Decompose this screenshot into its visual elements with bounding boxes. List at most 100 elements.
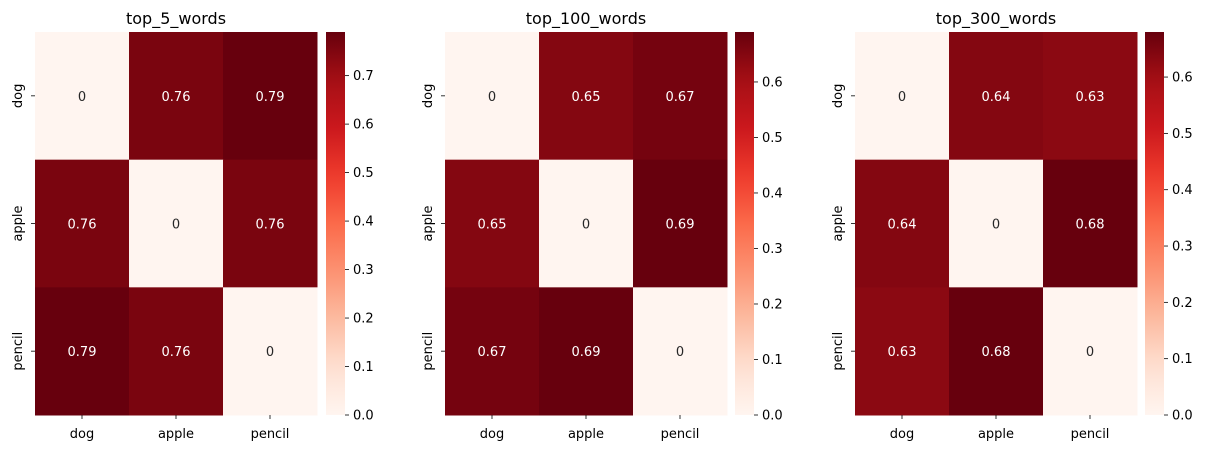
heatmap-cell bbox=[35, 159, 130, 288]
colorbar-tick-label: 0.2 bbox=[353, 312, 374, 327]
cell-value-label: 0.65 bbox=[572, 90, 601, 105]
colorbar-tick-label: 0.5 bbox=[1172, 127, 1193, 142]
heatmap-panel-1: top_5_words 0 0.76 0.79 0.76 0 0.76 0.79 0.76 0 do… bbox=[11, 9, 374, 442]
colorbar-tick-label: 0.4 bbox=[353, 215, 374, 230]
cell-value-label: 0 bbox=[488, 90, 496, 105]
heatmap-cell bbox=[949, 159, 1044, 288]
colorbar-tick-label: 0.1 bbox=[762, 353, 783, 368]
cell-value-label: 0 bbox=[992, 218, 1000, 233]
cell-value-label: 0.67 bbox=[478, 345, 507, 360]
heatmap-cell bbox=[129, 159, 224, 288]
cell-value-label: 0.68 bbox=[1076, 218, 1105, 233]
heatmap-cell bbox=[1043, 159, 1138, 288]
cell-value-label: 0.69 bbox=[666, 218, 695, 233]
colorbar-tick-label: 0.2 bbox=[762, 297, 783, 312]
cell-value-label: 0.76 bbox=[68, 218, 97, 233]
cell-value-label: 0 bbox=[898, 90, 906, 105]
panel-title: top_300_words bbox=[936, 9, 1056, 29]
colorbar-tick-label: 0.6 bbox=[353, 118, 374, 133]
x-tick-label: apple bbox=[978, 427, 1014, 442]
cell-value-label: 0.64 bbox=[982, 90, 1011, 105]
heatmap-cell bbox=[129, 287, 224, 416]
cell-value-label: 0 bbox=[582, 218, 590, 233]
heatmap-cell bbox=[855, 159, 950, 288]
colorbar-tick-label: 0.1 bbox=[353, 360, 374, 375]
heatmap-cell bbox=[633, 32, 728, 161]
colorbar-tick-label: 0.0 bbox=[762, 409, 783, 424]
cell-value-label: 0.63 bbox=[888, 345, 917, 360]
heatmap-cell bbox=[539, 159, 634, 288]
colorbar-tick-label: 0.6 bbox=[1172, 71, 1193, 86]
heatmap-panel-3: top_300_words 0 0.64 0.63 0.64 0 0.68 0.63 0.68 0… bbox=[831, 9, 1193, 442]
cell-value-label: 0.67 bbox=[666, 90, 695, 105]
x-tick-label: dog bbox=[890, 427, 914, 442]
colorbar-tick-label: 0.6 bbox=[762, 75, 783, 90]
heatmap-cell bbox=[445, 32, 540, 161]
cell-value-label: 0 bbox=[676, 345, 684, 360]
colorbar-tick-label: 0.5 bbox=[353, 166, 374, 181]
cell-value-label: 0.76 bbox=[162, 90, 191, 105]
heatmap-cell bbox=[1043, 32, 1138, 161]
heatmap-cell bbox=[949, 32, 1044, 161]
x-tick-label: apple bbox=[568, 427, 604, 442]
heatmap-cell bbox=[855, 287, 950, 416]
heatmap-cell bbox=[633, 287, 728, 416]
x-tick-label: pencil bbox=[661, 427, 700, 442]
heatmap-cell bbox=[539, 32, 634, 161]
heatmap-cell bbox=[539, 287, 634, 416]
cell-value-label: 0 bbox=[266, 345, 274, 360]
panel-title: top_100_words bbox=[526, 9, 646, 29]
panel-title: top_5_words bbox=[126, 9, 226, 29]
colorbar-tick-label: 0.0 bbox=[353, 409, 374, 424]
cell-value-label: 0.79 bbox=[256, 90, 285, 105]
y-tick-label: dog bbox=[831, 84, 846, 108]
y-tick-label: apple bbox=[831, 205, 846, 241]
heatmap-cell bbox=[223, 32, 318, 161]
heatmap-cell bbox=[1043, 287, 1138, 416]
y-tick-label: pencil bbox=[421, 332, 436, 371]
y-tick-label: dog bbox=[11, 84, 26, 108]
colorbar-tick-label: 0.3 bbox=[1172, 240, 1193, 255]
colorbar-tick-label: 0.3 bbox=[353, 263, 374, 278]
heatmap-cell bbox=[35, 287, 130, 416]
cell-value-label: 0.65 bbox=[478, 218, 507, 233]
heatmap-cell bbox=[445, 287, 540, 416]
cell-value-label: 0.68 bbox=[982, 345, 1011, 360]
heatmap-cell bbox=[855, 32, 950, 161]
y-tick-label: pencil bbox=[831, 332, 846, 371]
colorbar-tick-label: 0.4 bbox=[762, 186, 783, 201]
colorbar-tick-label: 0.3 bbox=[762, 242, 783, 257]
heatmap-cell bbox=[949, 287, 1044, 416]
heatmap-cell bbox=[445, 159, 540, 288]
cell-value-label: 0.69 bbox=[572, 345, 601, 360]
cell-value-label: 0.76 bbox=[162, 345, 191, 360]
y-tick-label: apple bbox=[11, 205, 26, 241]
heatmap-cell bbox=[223, 287, 318, 416]
cell-value-label: 0.76 bbox=[256, 218, 285, 233]
heatmap-cell bbox=[35, 32, 130, 161]
heatmap-panel-2: top_100_words 0 0.65 0.67 0.65 0 0.69 0.67 0.69 0… bbox=[421, 9, 783, 442]
colorbar-tick-label: 0.2 bbox=[1172, 296, 1193, 311]
cell-value-label: 0.63 bbox=[1076, 90, 1105, 105]
heatmap-cell bbox=[223, 159, 318, 288]
x-tick-label: pencil bbox=[1071, 427, 1110, 442]
x-tick-label: dog bbox=[480, 427, 504, 442]
y-tick-label: pencil bbox=[11, 332, 26, 371]
cell-value-label: 0.79 bbox=[68, 345, 97, 360]
y-tick-label: dog bbox=[421, 84, 436, 108]
cell-value-label: 0.64 bbox=[888, 218, 917, 233]
cell-value-label: 0 bbox=[172, 218, 180, 233]
colorbar-tick-label: 0.5 bbox=[762, 131, 783, 146]
colorbar bbox=[735, 32, 754, 415]
x-tick-label: pencil bbox=[251, 427, 290, 442]
colorbar-tick-label: 0.4 bbox=[1172, 183, 1193, 198]
cell-value-label: 0 bbox=[78, 90, 86, 105]
heatmap-cell bbox=[633, 159, 728, 288]
x-tick-label: apple bbox=[158, 427, 194, 442]
colorbar-tick-label: 0.1 bbox=[1172, 352, 1193, 367]
colorbar bbox=[326, 32, 345, 415]
colorbar-tick-label: 0.0 bbox=[1172, 409, 1193, 424]
colorbar-tick-label: 0.7 bbox=[353, 69, 374, 84]
heatmap-cell bbox=[129, 32, 224, 161]
